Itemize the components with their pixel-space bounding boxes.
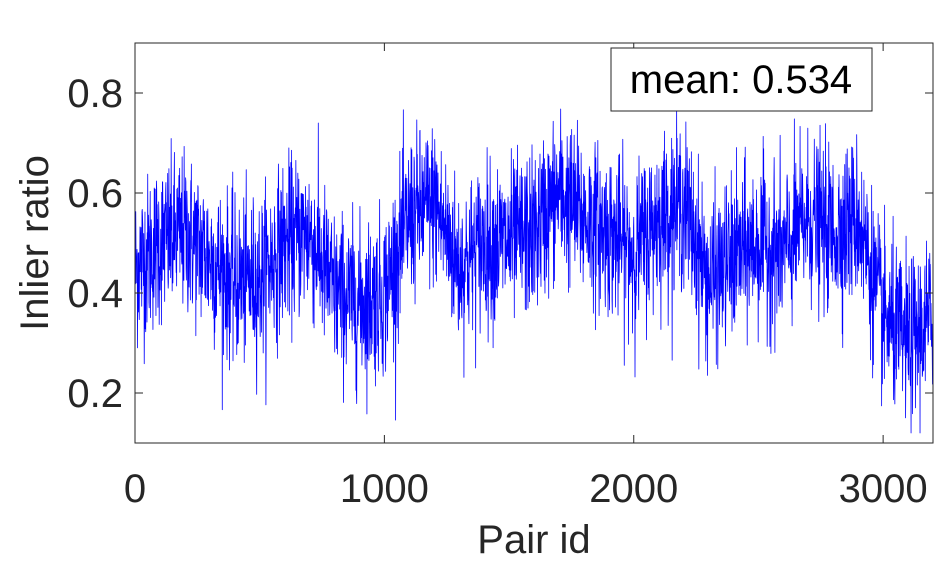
y-tick-label: 0.4: [67, 272, 123, 316]
series-line: [134, 102, 934, 434]
y-tick-label: 0.8: [67, 72, 123, 116]
series-layer: [134, 102, 934, 434]
mean-annotation-text: mean: 0.534: [630, 58, 852, 102]
mean-annotation: mean: 0.534: [610, 47, 873, 112]
x-tick-label: 2000: [589, 467, 678, 511]
y-tick-label: 0.2: [67, 372, 123, 416]
x-tick-label: 1000: [340, 467, 429, 511]
mean-annotation-box: [610, 47, 873, 112]
x-tick-label: 3000: [839, 467, 928, 511]
x-axis-label: Pair id: [477, 518, 590, 562]
y-axis-label: Inlier ratio: [13, 155, 57, 331]
plot-frame: [134, 42, 934, 444]
x-tick-label: 0: [124, 467, 146, 511]
y-tick-label: 0.6: [67, 172, 123, 216]
x-ticks: 0 1000 2000 3000: [124, 43, 928, 511]
y-ticks: 0.2 0.4 0.6 0.8: [67, 72, 933, 416]
